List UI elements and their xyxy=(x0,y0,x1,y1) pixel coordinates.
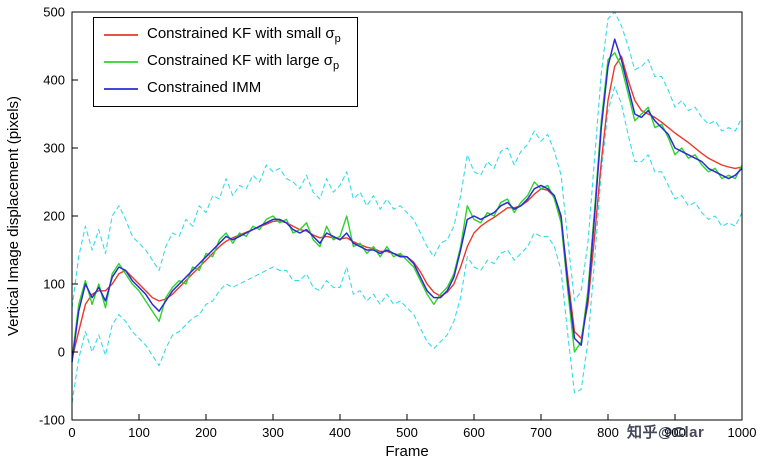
series-line-2 xyxy=(71,38,743,363)
legend-text: Constrained KF with small xyxy=(147,25,326,42)
x-tick-label: 700 xyxy=(530,425,552,440)
y-tick-label: 100 xyxy=(43,277,65,292)
sigma-subscript: p xyxy=(334,33,341,45)
x-tick-label: 900 xyxy=(664,425,686,440)
legend-text: Constrained IMM xyxy=(147,79,262,96)
legend-line-blue-icon xyxy=(104,88,138,90)
x-tick-label: 0 xyxy=(68,425,75,440)
series-line-4 xyxy=(71,86,743,404)
x-tick-label: 600 xyxy=(463,425,485,440)
legend: Constrained KF with small σp Constrained… xyxy=(93,17,358,107)
legend-text: Constrained KF with large xyxy=(147,52,324,69)
x-axis-label: Frame xyxy=(385,443,428,460)
x-tick-label: 100 xyxy=(128,425,150,440)
watermark: 知乎@Clar xyxy=(627,424,705,441)
y-axis-label: Vertical Image displacement (pixels) xyxy=(5,96,22,336)
y-tick-label: 0 xyxy=(58,345,65,360)
y-tick-label: 200 xyxy=(43,209,65,224)
x-tick-label: 500 xyxy=(396,425,418,440)
legend-entry-small-sigma: Constrained KF with small σp xyxy=(104,25,341,45)
legend-label-imm: Constrained IMM xyxy=(147,79,261,99)
y-tick-label: -100 xyxy=(39,413,65,428)
x-tick-label: 200 xyxy=(195,425,217,440)
legend-entry-large-sigma: Constrained KF with large σp xyxy=(104,52,341,72)
series-line-3 xyxy=(71,11,743,308)
x-tick-label: 1000 xyxy=(728,425,757,440)
legend-label-large-sigma: Constrained KF with large σp xyxy=(147,52,339,72)
y-tick-label: 500 xyxy=(43,5,65,20)
series-group xyxy=(71,11,743,404)
x-tick-label: 800 xyxy=(597,425,619,440)
legend-line-green-icon xyxy=(104,61,138,63)
legend-line-red-icon xyxy=(104,34,138,36)
legend-entry-imm: Constrained IMM xyxy=(104,79,341,99)
sigma-symbol: σ xyxy=(323,52,334,69)
y-tick-label: 300 xyxy=(43,141,65,156)
legend-label-small-sigma: Constrained KF with small σp xyxy=(147,25,341,45)
x-tick-label: 300 xyxy=(262,425,284,440)
y-tick-label: 400 xyxy=(43,73,65,88)
sigma-symbol: σ xyxy=(325,25,335,42)
sigma-subscript: p xyxy=(333,60,340,72)
x-tick-label: 400 xyxy=(329,425,351,440)
series-line-1 xyxy=(71,52,743,359)
